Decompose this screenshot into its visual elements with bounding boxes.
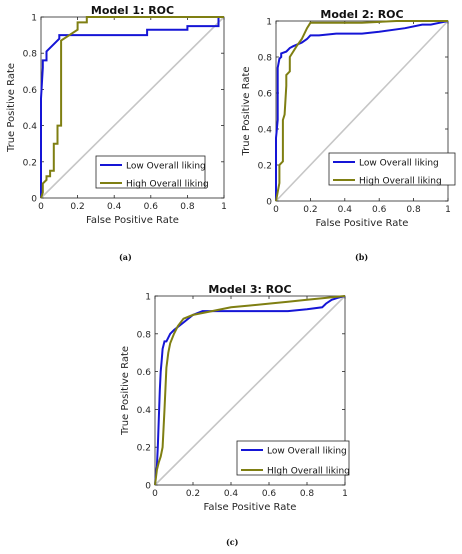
legend-label: Low Overall liking bbox=[126, 162, 206, 172]
x-axis-label: False Positive Rate bbox=[204, 502, 297, 513]
x-tick-label: 0.2 bbox=[70, 202, 84, 212]
legend-label: High Overall liking bbox=[359, 177, 442, 187]
x-tick-label: 0 bbox=[152, 489, 158, 499]
x-tick-label: 0.6 bbox=[144, 202, 159, 212]
x-tick-label: 0.2 bbox=[303, 205, 317, 215]
y-tick-label: 0.2 bbox=[258, 162, 272, 172]
y-tick-label: 1 bbox=[145, 293, 151, 303]
legend-label: High Overall liking bbox=[126, 180, 209, 190]
roc-chart-3: 0 0.2 0.4 0.6 0.8 1 0 0.2 0.4 0.6 0.8 1 Model 3: ROC… bbox=[120, 283, 350, 513]
legend: Low Overall liking High Overall liking bbox=[328, 152, 456, 187]
x-tick-label: 0.6 bbox=[372, 205, 387, 215]
x-tick-label: 0.2 bbox=[186, 489, 200, 499]
y-tick-label: 0.6 bbox=[258, 90, 273, 100]
x-tick-label: 1 bbox=[445, 205, 451, 215]
y-tick-label: 0.8 bbox=[258, 54, 273, 64]
legend: Low Overall liking High Overall liking bbox=[95, 155, 209, 190]
x-tick-label: 0.4 bbox=[107, 202, 122, 212]
legend-label: Low Overall liking bbox=[359, 159, 439, 169]
series-line-high bbox=[275, 20, 448, 202]
y-tick-label: 0.2 bbox=[137, 444, 151, 454]
y-tick-label: 0.6 bbox=[23, 86, 38, 96]
x-tick-label: 0.4 bbox=[224, 489, 239, 499]
x-axis-label: False Positive Rate bbox=[316, 218, 409, 229]
roc-chart-1: 0 0.2 0.4 0.6 0.8 1 0 0.2 0.4 0.6 0.8 1 Model 1: ROC… bbox=[6, 4, 227, 226]
y-tick-label: 0 bbox=[31, 195, 37, 205]
series-line-high bbox=[40, 16, 224, 199]
chance-diagonal bbox=[154, 295, 346, 486]
x-tick-label: 0 bbox=[273, 205, 279, 215]
legend-label: HIgh Overall liking bbox=[267, 467, 350, 477]
chart-title: Model 3: ROC bbox=[208, 283, 291, 296]
caption-b: (b) bbox=[355, 252, 369, 262]
x-tick-label: 0.8 bbox=[180, 202, 195, 212]
series-line-high bbox=[154, 295, 346, 486]
caption-a: (a) bbox=[119, 252, 132, 262]
series-line-low bbox=[275, 20, 449, 201]
y-tick-label: 0.4 bbox=[137, 406, 152, 416]
x-tick-label: 0 bbox=[38, 202, 44, 212]
y-tick-label: 0.6 bbox=[137, 368, 152, 378]
chance-diagonal bbox=[275, 20, 449, 202]
x-tick-label: 1 bbox=[221, 202, 227, 212]
x-tick-label: 0.6 bbox=[262, 489, 277, 499]
x-tick-label: 0.8 bbox=[300, 489, 315, 499]
x-tick-label: 0.8 bbox=[406, 205, 421, 215]
y-axis-label: True Positive Rate bbox=[241, 66, 252, 156]
y-tick-label: 0 bbox=[145, 482, 151, 492]
roc-chart-2: 0 0.2 0.4 0.6 0.8 1 0 0.2 0.4 0.6 0.8 1 Model 2: ROC… bbox=[241, 8, 456, 229]
chart-title: Model 1: ROC bbox=[91, 4, 174, 17]
series-line-low bbox=[40, 16, 224, 198]
y-axis-label: True Positive Rate bbox=[120, 346, 131, 436]
y-tick-label: 0.8 bbox=[137, 330, 152, 340]
legend: Low Overall liking HIgh Overall liking bbox=[236, 440, 350, 477]
y-tick-label: 1 bbox=[31, 14, 37, 24]
y-tick-label: 0.2 bbox=[23, 158, 37, 168]
y-tick-label: 0 bbox=[266, 198, 272, 208]
chance-diagonal bbox=[40, 16, 225, 199]
series-line-low bbox=[154, 295, 346, 486]
y-tick-label: 0.8 bbox=[23, 50, 38, 60]
x-tick-label: 0.4 bbox=[338, 205, 353, 215]
caption-c: (c) bbox=[226, 537, 239, 547]
legend-label: Low Overall liking bbox=[267, 447, 347, 457]
chart-title: Model 2: ROC bbox=[320, 8, 403, 21]
y-tick-label: 0.4 bbox=[23, 122, 38, 132]
y-tick-label: 0.4 bbox=[258, 126, 273, 136]
y-axis-label: True Positive Rate bbox=[6, 63, 17, 153]
x-axis-label: False Positive Rate bbox=[86, 215, 179, 226]
x-tick-label: 1 bbox=[342, 489, 348, 499]
y-tick-label: 1 bbox=[266, 18, 272, 28]
